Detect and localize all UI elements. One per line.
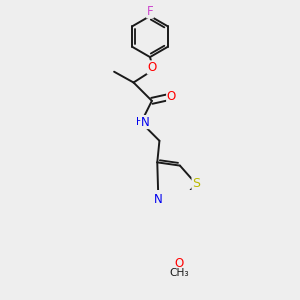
Text: O: O — [167, 90, 176, 103]
Text: N: N — [141, 116, 150, 129]
Text: N: N — [154, 193, 163, 206]
Text: S: S — [192, 177, 200, 190]
Text: CH₃: CH₃ — [169, 268, 189, 278]
Text: O: O — [147, 61, 157, 74]
Text: H: H — [136, 117, 143, 127]
Text: O: O — [174, 257, 184, 270]
Text: F: F — [147, 5, 153, 18]
